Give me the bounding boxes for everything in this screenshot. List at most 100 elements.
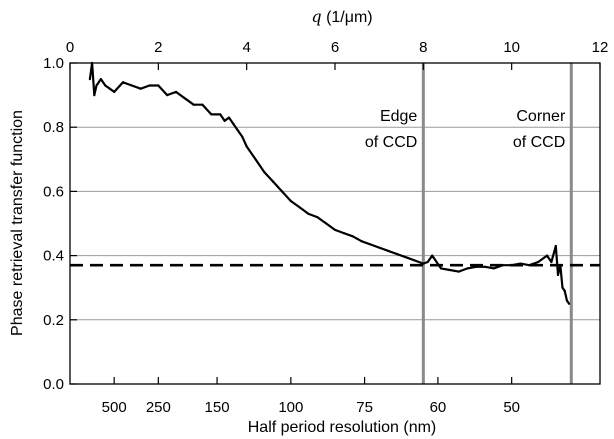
series-point (369, 243, 372, 246)
ccd-annotation: of CCD (513, 134, 565, 151)
top-tick-label: 0 (66, 39, 74, 56)
series-point (431, 254, 434, 257)
series-point (448, 268, 451, 272)
series-point (95, 84, 98, 87)
series-point (404, 256, 407, 259)
series-point (561, 286, 564, 289)
series-point (537, 260, 540, 264)
top-tick-label: 10 (503, 39, 520, 56)
series-point (130, 84, 133, 87)
series-point (93, 94, 96, 97)
bottom-tick-label: 60 (430, 399, 447, 416)
bottom-tick-label: 250 (146, 399, 171, 416)
bottom-tick-label: 150 (205, 399, 230, 416)
y-tick-label: 0.4 (43, 248, 64, 265)
series-point (183, 97, 186, 100)
top-tick-label: 4 (242, 39, 250, 56)
series-point (563, 289, 566, 292)
series-point (342, 232, 345, 235)
series-point (528, 264, 531, 267)
ccd-annotation: of CCD (365, 134, 417, 151)
series-point (519, 262, 522, 265)
y-tick-label: 0.6 (43, 183, 64, 200)
series-point (351, 235, 354, 238)
series-point (378, 246, 381, 249)
series-point (263, 171, 266, 174)
y-tick-label: 0.8 (43, 119, 64, 136)
series-point (554, 244, 557, 248)
bottom-tick-label: 100 (278, 399, 303, 416)
series-point (426, 260, 429, 264)
series-layer (88, 61, 571, 305)
series-point (174, 90, 178, 93)
ccd-annotation: Edge (380, 108, 417, 125)
series-point (545, 254, 549, 257)
series-point (272, 180, 275, 183)
series-point (510, 264, 513, 267)
y-tick-label: 1.0 (43, 55, 64, 72)
series-point (241, 135, 244, 138)
series-point (113, 90, 116, 93)
series-point (298, 206, 301, 209)
top-tick-label: 2 (154, 39, 162, 56)
gridlines (70, 126, 600, 321)
series-point (88, 78, 91, 81)
series-point (360, 240, 363, 243)
series-point (99, 78, 102, 81)
series-point (192, 103, 195, 106)
series-line (88, 61, 571, 305)
top-axis-symbol: q (311, 7, 321, 26)
series-point (501, 264, 504, 267)
y-tick-label: 0.0 (43, 376, 64, 393)
series-point (210, 113, 213, 116)
series-point (104, 84, 107, 87)
series-point (568, 302, 571, 305)
series-point (484, 265, 487, 268)
series-point (201, 103, 204, 106)
series-point (386, 249, 390, 252)
series-point (333, 228, 337, 231)
series-point (219, 113, 222, 116)
ticks: 0.0 0.2 0.4 0.6 0.8 1.00 2 4 6 8 10 12 500 250 150 100 7… (43, 39, 608, 416)
series-point (148, 84, 151, 87)
top-axis-title: q (1/μm) (311, 7, 372, 26)
series-point (325, 222, 328, 225)
series-point (232, 122, 235, 126)
bottom-tick-label: 50 (503, 399, 520, 416)
y-tick-label: 0.2 (43, 312, 64, 329)
series-point (139, 87, 142, 90)
ccd-annotation: Corner (516, 108, 566, 125)
series-point (245, 145, 248, 148)
series-point (559, 264, 562, 267)
series-point (227, 116, 231, 119)
series-point (166, 94, 169, 97)
annotations: Edge of CCD Corner of CCD (365, 108, 566, 151)
series-point (492, 267, 496, 270)
series-point (316, 216, 319, 219)
series-point (413, 259, 416, 262)
series-point (223, 119, 226, 122)
series-point (121, 81, 125, 84)
series-point (466, 267, 469, 270)
x-axis-title: Half period resolution (nm) (248, 419, 437, 436)
series-point (550, 260, 553, 264)
top-tick-label: 12 (592, 39, 609, 56)
bottom-tick-label: 500 (102, 399, 127, 416)
series-point (457, 270, 460, 273)
series-point (157, 84, 160, 87)
series-point (289, 199, 292, 203)
top-tick-label: 8 (419, 39, 427, 56)
series-point (395, 252, 398, 256)
top-axis-unit: (1/μm) (322, 9, 373, 26)
series-point (439, 267, 443, 270)
series-point (236, 129, 239, 132)
series-point (280, 190, 284, 193)
series-point (422, 262, 425, 265)
series-point (556, 273, 560, 276)
series-point (565, 299, 569, 302)
top-tick-label: 6 (331, 39, 339, 56)
series-point (108, 87, 111, 90)
series-point (254, 158, 257, 161)
series-point (475, 265, 478, 268)
